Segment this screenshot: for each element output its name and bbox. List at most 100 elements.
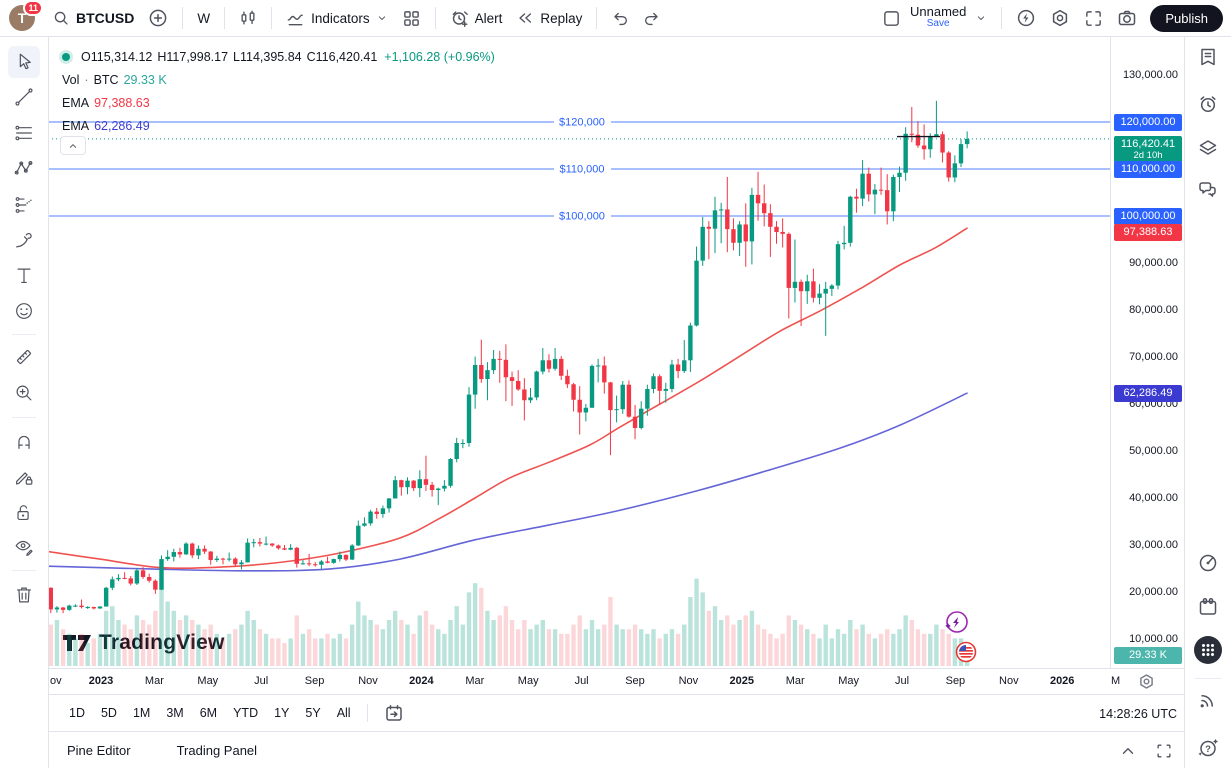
- ema-fast-line[interactable]: [48, 227, 968, 570]
- legend-ema-slow-row[interactable]: EMA 62,286.49: [62, 114, 495, 137]
- price-badge: 97,388.63: [1114, 223, 1182, 241]
- brush-tool[interactable]: [8, 224, 40, 256]
- snapshot-button[interactable]: [1110, 3, 1144, 33]
- ohlc-l: L114,395.84: [233, 49, 302, 64]
- ohlc-h: H117,998.17: [157, 49, 229, 64]
- legend-ema-fast-row[interactable]: EMA 97,388.63: [62, 91, 495, 114]
- help-icon: ?: [1197, 737, 1219, 759]
- range-6m[interactable]: 6M: [193, 702, 224, 724]
- user-menu[interactable]: T 11: [9, 0, 43, 31]
- pattern-tool[interactable]: [8, 152, 40, 184]
- apps-grid-icon: [1193, 635, 1223, 665]
- sidebar-layers[interactable]: [1192, 131, 1224, 163]
- sidebar-watchlist[interactable]: [1192, 41, 1224, 73]
- undo-button[interactable]: [604, 4, 636, 32]
- svg-text:?: ?: [1205, 744, 1211, 755]
- bottom-toolbar: 1D 5D 1M 3M 6M YTD 1Y 5Y All 14:28:26 UTC: [48, 694, 1185, 731]
- range-ytd[interactable]: YTD: [226, 702, 265, 724]
- clock-utc[interactable]: 14:28:26 UTC: [1099, 706, 1177, 721]
- hide-drawings-tool[interactable]: [8, 531, 40, 563]
- indicators-label: Indicators: [311, 10, 370, 26]
- compare-add-button[interactable]: [141, 3, 175, 33]
- range-5y[interactable]: 5Y: [298, 702, 327, 724]
- chart-style-button[interactable]: [232, 4, 264, 32]
- legend-volume-row[interactable]: Vol · BTC 29.33 K: [62, 68, 495, 91]
- time-axis-label: 2024: [409, 675, 434, 687]
- notification-badge: 11: [23, 0, 43, 16]
- quick-search-button[interactable]: [1009, 3, 1043, 33]
- range-3m[interactable]: 3M: [159, 702, 190, 724]
- time-axis-label: Nov: [358, 675, 378, 687]
- sidebar-apps[interactable]: [1192, 634, 1224, 666]
- pine-editor-tab[interactable]: Pine Editor: [67, 743, 131, 758]
- emoji-tool[interactable]: [8, 295, 40, 327]
- delete-tool[interactable]: [8, 579, 40, 611]
- measure-tool[interactable]: [8, 341, 40, 373]
- top-toolbar: T 11 BTCUSD W Indicators Alert: [0, 0, 1231, 37]
- level-label: $100,000: [559, 211, 605, 223]
- interval-button[interactable]: W: [190, 6, 217, 31]
- flag-event-icon[interactable]: [955, 641, 977, 663]
- collapse-legend-button[interactable]: [60, 136, 86, 155]
- undo-icon: [611, 9, 629, 27]
- indicators-icon: [286, 9, 305, 28]
- fib-lines-tool[interactable]: [8, 117, 40, 149]
- candlestick-chart[interactable]: $120,000 $110,000 $100,000: [48, 36, 1110, 668]
- redo-button[interactable]: [636, 4, 668, 32]
- drawing-toolbar: [0, 36, 49, 768]
- symbol-search-button[interactable]: BTCUSD: [45, 4, 141, 32]
- trend-line-tool[interactable]: [8, 81, 40, 113]
- time-axis-label: May: [838, 675, 859, 687]
- ema-slow-value: 62,286.49: [94, 118, 150, 133]
- chart-settings-button[interactable]: [1043, 3, 1077, 33]
- replay-icon: [516, 9, 534, 27]
- layout-menu-chevron[interactable]: [968, 7, 994, 29]
- bolt-event-icon[interactable]: [945, 611, 968, 633]
- time-axis[interactable]: ov 2023 Mar May Jul Sep Nov 2024 Mar May Jul Sep Nov…: [48, 668, 1185, 695]
- divider: [1001, 7, 1003, 29]
- cursor-tool[interactable]: [8, 46, 40, 78]
- draw-lock-tool[interactable]: [8, 461, 40, 493]
- text-tool[interactable]: [8, 260, 40, 292]
- settings-hex-icon: [1050, 8, 1070, 28]
- alert-button[interactable]: Alert: [443, 4, 510, 33]
- panel-chevron-up-icon[interactable]: [1119, 742, 1137, 760]
- fullscreen-button[interactable]: [1077, 4, 1110, 33]
- price-axis[interactable]: 130,000.00 90,000.00 80,000.00 70,000.00 60,…: [1110, 36, 1186, 668]
- watermark-text: TradingView: [99, 631, 225, 655]
- bar-countdown: 2d 10h: [1133, 150, 1163, 162]
- publish-button[interactable]: Publish: [1150, 4, 1223, 32]
- sidebar-ideas[interactable]: [1192, 547, 1224, 579]
- candles-icon: [239, 9, 257, 27]
- time-axis-label: Mar: [465, 675, 485, 687]
- range-1y[interactable]: 1Y: [267, 702, 296, 724]
- range-all[interactable]: All: [330, 702, 358, 724]
- panel-maximize-icon[interactable]: [1155, 742, 1173, 760]
- range-1d[interactable]: 1D: [62, 702, 92, 724]
- goto-date-button[interactable]: [377, 698, 411, 728]
- replay-button[interactable]: Replay: [509, 4, 589, 32]
- indicators-button[interactable]: Indicators: [279, 4, 395, 33]
- axis-settings-gear-icon[interactable]: [1137, 672, 1156, 691]
- sidebar-alerts[interactable]: [1192, 88, 1224, 120]
- legend-ohlc-row[interactable]: O115,314.12 H117,998.17 L114,395.84 C116,42…: [62, 45, 495, 68]
- sidebar-broadcast[interactable]: [1192, 684, 1224, 716]
- sidebar-chat[interactable]: [1192, 174, 1224, 206]
- range-1m[interactable]: 1M: [126, 702, 157, 724]
- layout-name-button[interactable]: Unnamed Save: [910, 5, 966, 30]
- ema-slow-line[interactable]: [48, 392, 968, 572]
- magnet-tool[interactable]: [8, 425, 40, 457]
- sidebar-help[interactable]: ?: [1192, 732, 1224, 764]
- range-5d[interactable]: 5D: [94, 702, 124, 724]
- save-label[interactable]: Save: [926, 18, 950, 29]
- trading-panel-tab[interactable]: Trading Panel: [176, 743, 258, 758]
- time-axis-label: Mar: [144, 675, 164, 687]
- layout-select-button[interactable]: [875, 4, 908, 33]
- zoom-in-tool[interactable]: [8, 377, 40, 409]
- zoom-in-tool-icon: [13, 382, 35, 404]
- lock-all-tool[interactable]: [8, 497, 40, 529]
- sidebar-calendar[interactable]: [1192, 591, 1224, 623]
- indicator-templates-button[interactable]: [395, 4, 428, 33]
- forecast-tool[interactable]: [8, 189, 40, 221]
